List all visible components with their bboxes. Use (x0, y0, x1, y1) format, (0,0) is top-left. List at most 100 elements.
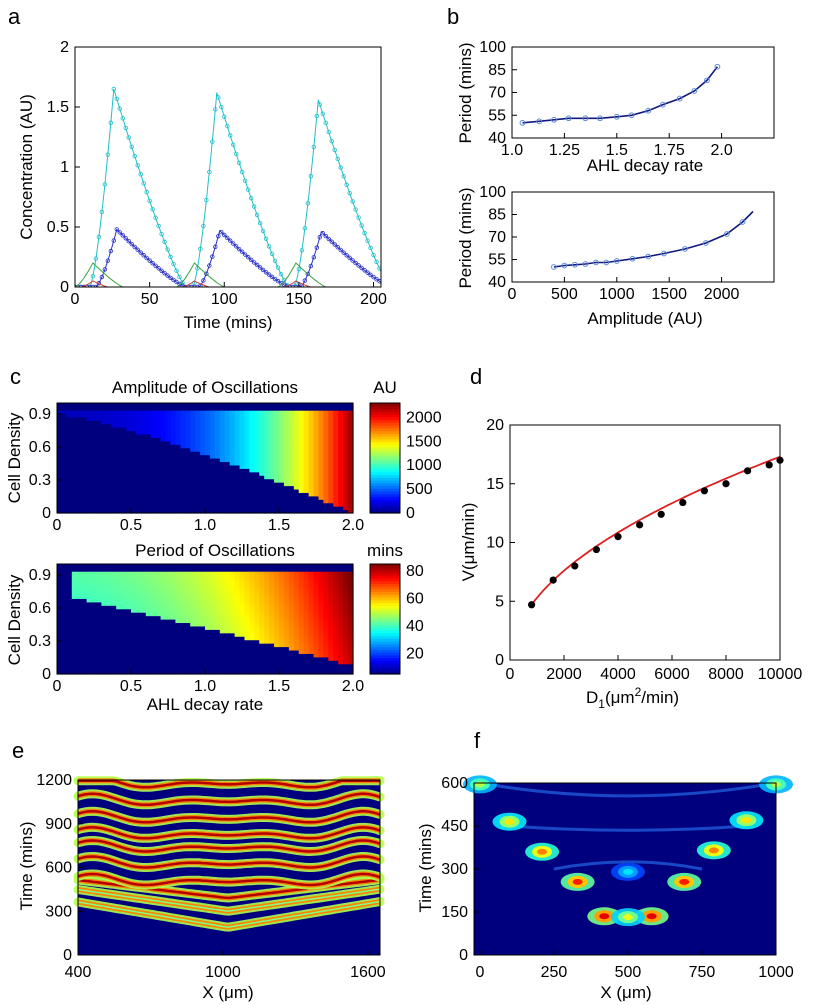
panel-c-top-cell (175, 509, 181, 514)
panel-c-bottom-cell (239, 656, 246, 661)
panel-c-top-cell (91, 454, 98, 459)
panel-b-bottom-ytick-label: 70 (488, 229, 506, 246)
panel-c-bottom-cell (180, 601, 186, 606)
panel-c-bottom-cell (116, 649, 122, 654)
panel-c-top-cell (288, 433, 295, 438)
panel-c-bottom-cell (145, 632, 152, 637)
panel-c-bottom-cbar-cell (370, 597, 400, 601)
panel-a-point-blue (207, 263, 212, 268)
panel-c-bottom-cell (155, 615, 162, 620)
panel-c-top-cbar-cell (370, 480, 400, 484)
panel-c-top-cell (234, 482, 241, 487)
panel-c-bottom-cell (209, 660, 216, 665)
panel-c-top-cell (264, 461, 270, 466)
panel-c-bottom-cell (348, 646, 354, 651)
panel-c-bottom-cell (57, 622, 63, 627)
panel-c-top-cell (249, 495, 255, 500)
panel-c-top-cell (249, 468, 255, 473)
panel-a-point-blue (305, 271, 311, 277)
panel-d-ytick-label: 5 (495, 593, 504, 610)
panel-a-point-blue (90, 284, 96, 287)
panel-c-top-cell (96, 420, 102, 425)
panel-c-bottom-cell (116, 612, 122, 617)
panel-c-bottom-cell (338, 608, 344, 613)
panel-c-bottom-cell (57, 643, 63, 648)
panel-c-top-cell (205, 423, 211, 428)
panel-c-top-cell (303, 482, 310, 487)
panel-a-point-cyan (222, 114, 227, 119)
panel-c-bottom-cell (66, 636, 73, 641)
panel-c-top-cell (303, 409, 310, 414)
panel-c-bottom-cell (308, 643, 315, 648)
panel-c-top-cell (61, 420, 68, 425)
panel-a-point-blue (365, 270, 370, 275)
panel-c-bottom-cell (131, 615, 137, 620)
panel-c-bottom-cell (338, 636, 344, 641)
panel-b-top-xtick-label: 1.5 (606, 142, 628, 159)
panel-e-ytick-label: 1200 (36, 772, 72, 789)
panel-c-top-cell (140, 447, 147, 452)
panel-c-top-cell (293, 454, 300, 459)
panel-c-top-cell (293, 499, 300, 504)
panel-c-bottom-cell (283, 608, 290, 613)
panel-a-series (75, 86, 381, 287)
panel-f-blob-core (572, 878, 583, 885)
panel-a-point-blue (347, 255, 352, 261)
panel-c-bottom-cell (288, 598, 295, 603)
panel-c-top-cell (279, 423, 285, 428)
panel-c-top-cell (323, 495, 329, 500)
panel-b-top-point (628, 112, 635, 119)
panel-c-top-cell (343, 502, 349, 507)
panel-c-top-cell (165, 478, 172, 483)
panel-c-bottom-cell (274, 594, 280, 599)
panel-e-ylabel: Time (mins) (17, 821, 36, 910)
panel-c-top-cell (249, 427, 255, 432)
panel-c-top-cell (165, 437, 172, 442)
panel-a-point-cyan (347, 190, 352, 196)
panel-c-bottom-cbar-cell (370, 610, 400, 615)
panel-c-top-cell (249, 454, 255, 459)
panel-c-top-cell (234, 471, 241, 476)
panel-c-bottom-cbar-cell (370, 566, 400, 571)
panel-c-top-cell (293, 409, 300, 414)
panel-c-bottom-cell (313, 584, 320, 589)
panel-c-bottom-cell (160, 581, 167, 586)
panel-a-point-cyan (99, 209, 105, 215)
panel-c-top-cell (283, 485, 290, 490)
panel-e-band-core (77, 888, 381, 912)
panel-c-bottom-cell (140, 598, 147, 603)
panel-c-top-cell (328, 447, 334, 452)
panel-c-bottom-cell (279, 667, 285, 672)
panel-c-top-cell (111, 451, 117, 456)
panel-c-top-cell (160, 482, 167, 487)
panel-c-bottom-cell (283, 612, 290, 617)
panel-c-top-cell (264, 478, 270, 483)
panel-c-top-cell (338, 451, 344, 456)
panel-c-top-cell (155, 423, 162, 428)
panel-c-bottom-cell (145, 584, 152, 589)
panel-c-top-cbar-cell (370, 510, 400, 514)
panel-c-bottom-cell (249, 660, 255, 665)
panel-f-blob-core (708, 847, 719, 854)
panel-c-top-cell (121, 444, 127, 449)
panel-c-bottom-cell (313, 612, 320, 617)
panel-c-top-cell (343, 440, 349, 445)
panel-c-bottom-cell (61, 594, 68, 599)
panel-c-bottom-cell (160, 601, 167, 606)
panel-c-bottom-cell (323, 612, 329, 617)
panel-c-top-cell (66, 440, 73, 445)
panel-e-xtick-label: 400 (65, 964, 92, 981)
panel-c-top-cell (170, 509, 176, 514)
panel-c-top-cell (145, 413, 152, 418)
panel-c-top-cell (106, 413, 112, 418)
panel-c-bottom-cell (126, 577, 132, 582)
panel-c-bottom-cell (170, 625, 176, 630)
panel-c-bottom-cell (249, 577, 255, 582)
panel-c-bottom-cell (279, 574, 285, 579)
panel-c-bottom-cell (303, 581, 310, 586)
panel-c-top-cell (106, 420, 112, 425)
panel-c-bottom-cell (131, 653, 137, 658)
panel-c-bottom-cell (190, 656, 196, 661)
panel-c-top-cell (76, 447, 83, 452)
panel-c-top-cell (234, 506, 241, 511)
